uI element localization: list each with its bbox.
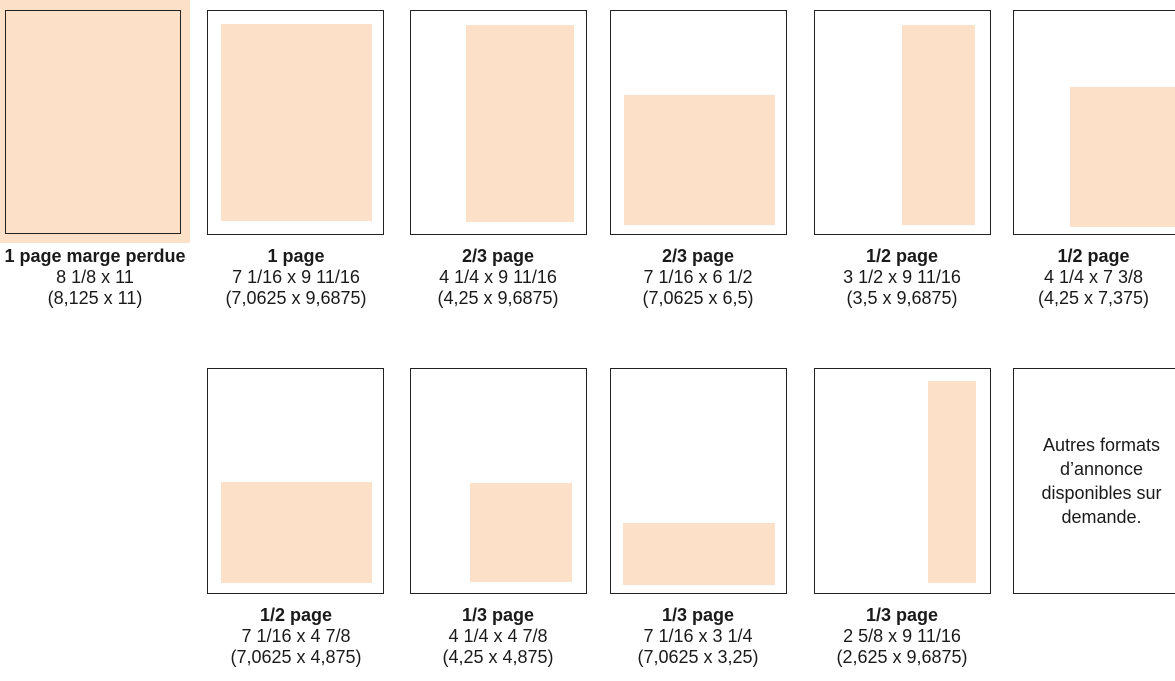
format-size-decimal: (4,25 x 7,375) (1037, 288, 1150, 308)
format-title: 1/3 page (461, 605, 535, 625)
ad-area (902, 25, 975, 225)
format-caption-1-3-page-horizontal: 1/3 page 7 1/16 x 3 1/4 (7,0625 x 3,25) (598, 605, 798, 668)
format-size: 7 1/16 x 3 1/4 (643, 626, 753, 646)
format-size-decimal: (3,5 x 9,6875) (846, 288, 958, 308)
format-size: 4 1/4 x 4 7/8 (448, 626, 548, 646)
format-size-decimal: (7,0625 x 3,25) (637, 647, 759, 667)
format-size: 4 1/4 x 9 11/16 (439, 267, 557, 287)
format-title: 1/2 page (865, 246, 939, 266)
format-1-3-page-vertical-diagram (814, 368, 991, 594)
format-size-decimal: (7,0625 x 6,5) (642, 288, 754, 308)
format-size: 7 1/16 x 4 7/8 (241, 626, 351, 646)
format-caption-1-2-page-vertical: 1/2 page 3 1/2 x 9 11/16 (3,5 x 9,6875) (802, 246, 1002, 309)
format-caption-2-3-page-horizontal: 2/3 page 7 1/16 x 6 1/2 (7,0625 x 6,5) (598, 246, 798, 309)
format-caption-1-2-page-island: 1/2 page 4 1/4 x 7 3/8 (4,25 x 7,375) (1012, 246, 1175, 309)
format-caption-full-bleed: 1 page marge perdue 8 1/8 x 11 (8,125 x … (0, 246, 190, 309)
format-size: 3 1/2 x 9 11/16 (843, 267, 961, 287)
other-formats-note: Autres formats d’annonce disponibles sur… (1041, 435, 1162, 527)
format-size-decimal: (4,25 x 4,875) (442, 647, 554, 667)
format-caption-1-3-page-vertical: 1/3 page 2 5/8 x 9 11/16 (2,625 x 9,6875… (802, 605, 1002, 668)
format-size-decimal: (8,125 x 11) (47, 288, 143, 308)
ad-area (928, 381, 976, 583)
page-outline (5, 10, 181, 234)
format-size: 4 1/4 x 7 3/8 (1043, 267, 1144, 287)
format-title: 1/2 page (1057, 246, 1130, 266)
format-title: 2/3 page (461, 246, 535, 266)
format-1-2-page-island-diagram (1013, 10, 1175, 235)
ad-area (221, 24, 372, 221)
format-size: 7 1/16 x 9 11/16 (232, 267, 360, 287)
format-size: 2 5/8 x 9 11/16 (843, 626, 961, 646)
format-1-page-diagram (207, 10, 384, 235)
other-formats-note-box: Autres formats d’annonce disponibles sur… (1013, 368, 1175, 594)
format-title: 1/3 page (865, 605, 939, 625)
format-title: 1 page marge perdue (4, 246, 186, 266)
ad-area (466, 25, 574, 222)
format-1-2-page-horizontal-diagram (207, 368, 384, 594)
ad-area (470, 483, 572, 582)
format-caption-2-3-page-vertical: 2/3 page 4 1/4 x 9 11/16 (4,25 x 9,6875) (398, 246, 598, 309)
format-size-decimal: (7,0625 x 9,6875) (225, 288, 367, 308)
format-size-decimal: (2,625 x 9,6875) (836, 647, 968, 667)
format-2-3-page-vertical-diagram (410, 10, 587, 235)
format-1-2-page-vertical-diagram (814, 10, 991, 235)
format-title: 1/3 page (661, 605, 735, 625)
ad-area (1070, 87, 1175, 227)
ad-area (624, 95, 775, 225)
format-size-decimal: (7,0625 x 4,875) (230, 647, 362, 667)
format-size-decimal: (4,25 x 9,6875) (437, 288, 559, 308)
format-size: 8 1/8 x 11 (56, 267, 134, 287)
format-title: 1/2 page (259, 605, 333, 625)
ad-area (623, 523, 775, 585)
format-caption-1-3-page-square: 1/3 page 4 1/4 x 4 7/8 (4,25 x 4,875) (398, 605, 598, 668)
format-caption-1-2-page-horizontal: 1/2 page 7 1/16 x 4 7/8 (7,0625 x 4,875) (196, 605, 396, 668)
format-1-3-page-square-diagram (410, 368, 587, 594)
ad-area (221, 482, 372, 583)
format-1-3-page-horizontal-diagram (610, 368, 787, 594)
format-caption-1-page: 1 page 7 1/16 x 9 11/16 (7,0625 x 9,6875… (196, 246, 396, 309)
format-2-3-page-horizontal-diagram (610, 10, 787, 235)
format-full-bleed-diagram (0, 0, 190, 243)
format-title: 2/3 page (661, 246, 735, 266)
format-size: 7 1/16 x 6 1/2 (643, 267, 753, 287)
format-title: 1 page (267, 246, 325, 266)
